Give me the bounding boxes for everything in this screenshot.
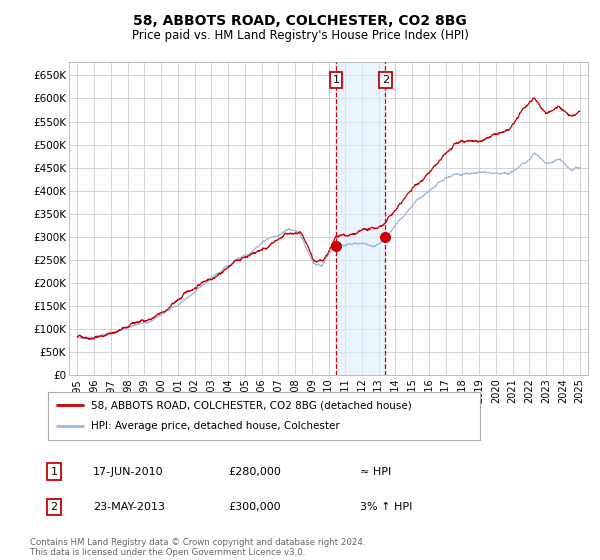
Text: Contains HM Land Registry data © Crown copyright and database right 2024.
This d: Contains HM Land Registry data © Crown c…	[30, 538, 365, 557]
Text: £300,000: £300,000	[228, 502, 281, 512]
Text: 2: 2	[50, 502, 58, 512]
Text: 17-JUN-2010: 17-JUN-2010	[93, 466, 164, 477]
Text: 58, ABBOTS ROAD, COLCHESTER, CO2 8BG (detached house): 58, ABBOTS ROAD, COLCHESTER, CO2 8BG (de…	[91, 400, 412, 410]
Text: Price paid vs. HM Land Registry's House Price Index (HPI): Price paid vs. HM Land Registry's House …	[131, 29, 469, 42]
Text: 58, ABBOTS ROAD, COLCHESTER, CO2 8BG: 58, ABBOTS ROAD, COLCHESTER, CO2 8BG	[133, 14, 467, 28]
Text: 1: 1	[50, 466, 58, 477]
Text: 3% ↑ HPI: 3% ↑ HPI	[360, 502, 412, 512]
Text: 2: 2	[382, 75, 389, 85]
Text: HPI: Average price, detached house, Colchester: HPI: Average price, detached house, Colc…	[91, 421, 340, 431]
Text: 1: 1	[333, 75, 340, 85]
Text: £280,000: £280,000	[228, 466, 281, 477]
Text: 23-MAY-2013: 23-MAY-2013	[93, 502, 165, 512]
Text: ≈ HPI: ≈ HPI	[360, 466, 391, 477]
Bar	[336, 62, 385, 375]
